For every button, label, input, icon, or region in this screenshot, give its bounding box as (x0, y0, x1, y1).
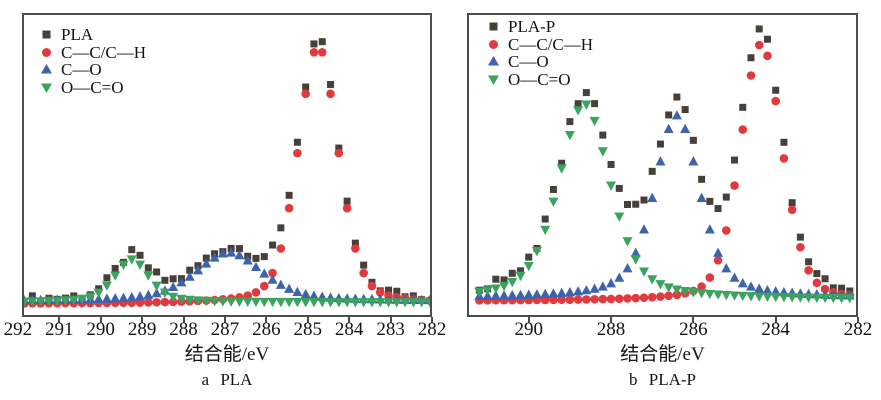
plot-markers-b (474, 25, 855, 305)
legend-marker-circle-icon (489, 39, 498, 49)
x-tick-label: 282 (843, 319, 873, 340)
plot-area-a: PLA C—C/C—H C—O O—C=O (22, 13, 432, 317)
series-fit-markers (474, 110, 855, 300)
x-tick-label: 285 (293, 319, 323, 340)
x-tick-label: 288 (596, 319, 626, 340)
x-tick (141, 317, 144, 323)
x-axis-label-a: 结合能/eV (184, 344, 270, 365)
x-tick-label: 291 (45, 319, 74, 340)
x-tick-label: 282 (417, 319, 447, 340)
x-tick (431, 317, 433, 323)
legend-item-label: O—C=O (61, 77, 124, 97)
x-tick-label: 284 (761, 319, 790, 340)
x-tick (182, 317, 185, 323)
legend-marker-triangle-down-icon (488, 75, 499, 85)
legend-item: C—O (487, 53, 593, 71)
legend-item: C—O (40, 61, 146, 79)
panel-caption-b: b PLA-P (629, 370, 696, 389)
legend-item: PLA-P (487, 18, 593, 36)
x-tick (58, 317, 61, 323)
x-tick-label: 290 (514, 319, 543, 340)
x-tick (265, 317, 268, 323)
legend-marker-triangle-up-icon (488, 56, 499, 66)
legend-marker-triangle-down-icon (41, 83, 52, 93)
legend-item-label: C—C/C—H (508, 34, 594, 54)
x-tick-label: 289 (127, 319, 157, 340)
series-fit-markers (474, 100, 855, 304)
legend-item-label: C—O (508, 52, 549, 72)
x-tick (348, 317, 351, 323)
x-tick-label: 292 (3, 319, 33, 340)
x-tick-label: 290 (86, 319, 115, 340)
legend-item: C—C/C—H (487, 36, 593, 54)
x-tick (857, 317, 859, 323)
legend-b: PLA-P C—C/C—H C—O O—C=O (487, 18, 593, 88)
legend-item-label: C—C/C—H (61, 42, 147, 62)
legend-item-label: PLA-P (508, 17, 556, 37)
panel-caption-a: a PLA (201, 370, 253, 389)
x-tick (223, 317, 226, 323)
plot-markers-a (24, 38, 430, 308)
x-tick-label: 286 (252, 319, 281, 340)
series-raw-data-markers (475, 25, 854, 295)
x-tick-label: 287 (210, 319, 240, 340)
legend-item-label: O—C=O (508, 69, 571, 89)
legend-marker-square-icon (489, 22, 498, 31)
x-tick (99, 317, 102, 323)
plot-area-b: PLA-P C—C/C—H C—O O—C=O (467, 13, 858, 317)
x-tick (527, 317, 530, 323)
legend-marker-circle-icon (42, 47, 51, 57)
x-tick-label: 283 (376, 319, 405, 340)
legend-item: PLA (40, 26, 146, 44)
series-fit-markers (24, 255, 430, 308)
legend-item: O—C=O (40, 79, 146, 97)
legend-item: C—C/C—H (40, 44, 146, 62)
x-tick (610, 317, 613, 323)
x-tick (692, 317, 695, 323)
x-tick (306, 317, 309, 323)
legend-a: PLA C—C/C—H C—O O—C=O (40, 26, 146, 96)
x-tick (774, 317, 777, 323)
series-fit-markers (475, 40, 855, 305)
legend-item: O—C=O (487, 71, 593, 89)
x-tick-label: 286 (679, 319, 708, 340)
legend-item-label: C—O (61, 60, 102, 80)
legend-marker-triangle-up-icon (41, 64, 52, 74)
legend-marker-square-icon (42, 30, 51, 39)
x-tick-label: 288 (169, 319, 198, 340)
x-axis-label-b: 结合能/eV (620, 344, 705, 365)
x-tick-label: 284 (334, 319, 364, 340)
x-tick (389, 317, 392, 323)
legend-item-label: PLA (61, 25, 94, 45)
